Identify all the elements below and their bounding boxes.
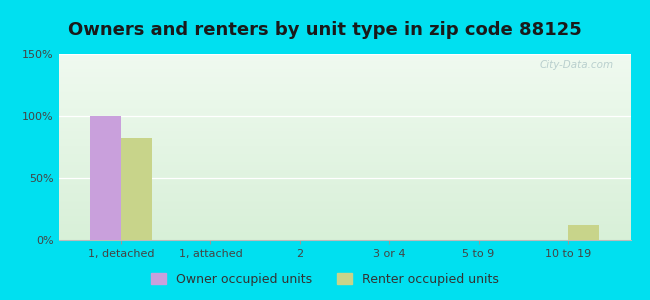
Bar <box>121 138 152 240</box>
Legend: Owner occupied units, Renter occupied units: Owner occupied units, Renter occupied un… <box>146 268 504 291</box>
Text: City-Data.com: City-Data.com <box>540 60 614 70</box>
Text: Owners and renters by unit type in zip code 88125: Owners and renters by unit type in zip c… <box>68 21 582 39</box>
Bar <box>90 116 121 240</box>
Bar <box>568 225 599 240</box>
